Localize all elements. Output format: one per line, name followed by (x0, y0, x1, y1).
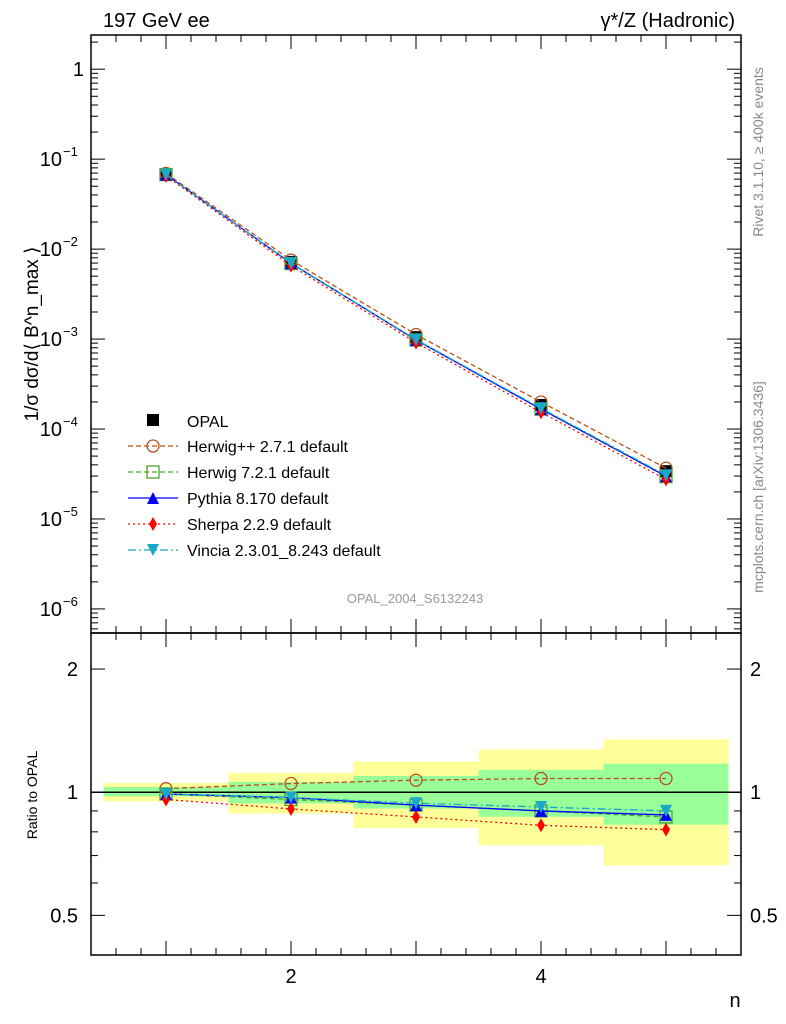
vincia-ratio-point (160, 787, 172, 800)
vincia-point (410, 333, 422, 346)
legend-marker (146, 439, 160, 453)
herwigpp-ratio-point (409, 773, 423, 787)
ratio-y-tick-label-right: 2 (750, 659, 761, 681)
plot-title-left: 197 GeV ee (103, 10, 210, 32)
sherpa-line (165, 175, 667, 480)
ratio-y-axis-label: Ratio to OPAL (24, 751, 40, 840)
legend-label: Vincia 2.3.01_8.243 default (187, 543, 381, 560)
herwig-line (165, 174, 667, 478)
herwigpp-ratio-point (659, 771, 673, 786)
legend-marker (146, 465, 160, 479)
vincia-ratio-point (535, 801, 547, 814)
legend-marker (147, 492, 159, 504)
x-axis-label: n (729, 990, 740, 1012)
rivet-info: Rivet 3.1.10, ≥ 400k events (750, 67, 766, 237)
legend-marker (149, 517, 157, 531)
sherpa-ratio-point (537, 818, 545, 833)
y-tick-label: 10 (40, 149, 62, 171)
ratio-y-tick-label-right: 0.5 (750, 905, 778, 927)
y-tick-exponent: −4 (63, 414, 78, 429)
y-tick-label: 10 (40, 599, 62, 621)
vincia-point (160, 168, 172, 181)
y-tick-label: 10 (40, 329, 62, 351)
vincia-ratio-point (410, 797, 422, 810)
sherpa-ratio-point (412, 809, 420, 824)
legend-label-opal: OPAL (187, 414, 229, 431)
ratio-y-tick-label: 1 (67, 782, 78, 804)
y-tick-exponent: −3 (63, 324, 78, 339)
legend-label: Sherpa 2.2.9 default (187, 517, 332, 534)
vincia-point (535, 402, 547, 415)
legend-label: Pythia 8.170 default (187, 491, 329, 508)
analysis-watermark: OPAL_2004_S6132243 (347, 591, 483, 606)
herwigpp-ratio-line (165, 777, 666, 790)
legend-label: Herwig++ 2.7.1 default (187, 439, 349, 456)
vincia-point (285, 257, 297, 270)
y-tick-exponent: −6 (63, 594, 78, 609)
y-tick-exponent: −2 (63, 234, 78, 249)
vincia-ratio-point (285, 791, 297, 804)
sherpa-ratio-point (287, 801, 295, 816)
pythia-line (165, 174, 667, 477)
legend-marker (147, 544, 159, 556)
herwigpp-ratio-point (534, 771, 548, 786)
vincia-ratio-line (165, 793, 667, 812)
plot-title-right: γ*/Z (Hadronic) (601, 10, 735, 32)
ratio-y-tick-label-right: 1 (750, 782, 761, 804)
legend-marker-opal (147, 414, 159, 426)
vincia-line (165, 174, 667, 476)
sherpa-ratio-point (662, 822, 670, 837)
vincia-ratio-point (660, 804, 672, 817)
x-tick-label: 4 (535, 966, 546, 988)
herwigpp-ratio-point (284, 776, 298, 791)
y-tick-exponent: −5 (63, 504, 78, 519)
herwigpp-line (165, 172, 667, 469)
mcplots-info: mcplots.cern.ch [arXiv:1306.3436] (750, 381, 766, 593)
y-tick-label: 1 (73, 59, 84, 81)
y-tick-label: 10 (40, 419, 62, 441)
y-tick-label: 10 (40, 509, 62, 531)
legend-label: Herwig 7.2.1 default (187, 465, 330, 482)
vincia-point (660, 469, 672, 482)
y-axis-label: 1/σ dσ/d⟨ B^n_max ⟩ (22, 247, 43, 422)
y-tick-exponent: −1 (63, 144, 78, 159)
y-tick-label: 10 (40, 239, 62, 261)
x-tick-label: 2 (285, 966, 296, 988)
ratio-y-tick-label: 0.5 (50, 905, 78, 927)
ratio-y-tick-label: 2 (67, 659, 78, 681)
